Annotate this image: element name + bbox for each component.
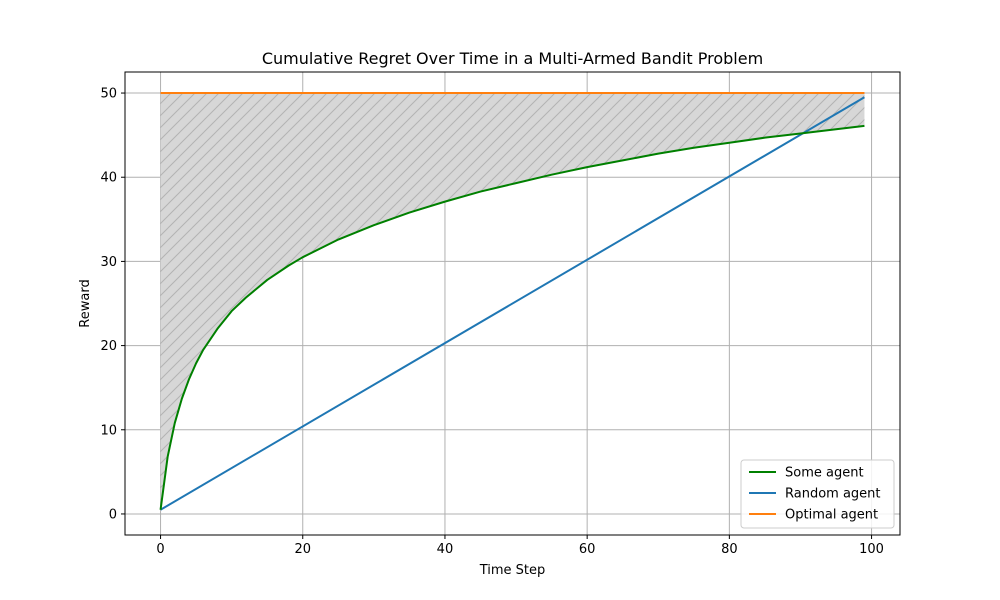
y-tick-label: 10 — [100, 423, 117, 438]
legend-label: Random agent — [785, 487, 881, 502]
plot-frame — [124, 71, 901, 536]
legend-label: Some agent — [785, 466, 864, 481]
legend-label: Optimal agent — [785, 508, 878, 523]
x-axis-label: Time Step — [479, 563, 546, 578]
y-tick-label: 30 — [100, 255, 117, 270]
x-tick-label: 0 — [156, 542, 164, 557]
x-tick-label: 40 — [437, 542, 454, 557]
y-axis-label: Reward — [78, 279, 93, 327]
x-tick-label: 80 — [721, 542, 738, 557]
y-tick-label: 50 — [100, 87, 117, 102]
regret-fill — [160, 93, 865, 510]
x-tick-label: 20 — [294, 542, 311, 557]
x-tick-label: 60 — [579, 542, 596, 557]
regret-area — [160, 93, 865, 510]
chart-title: Cumulative Regret Over Time in a Multi-A… — [262, 49, 763, 68]
legend-box — [740, 459, 895, 529]
legend: Some agent Random agent Optimal agent — [740, 459, 895, 529]
y-tick-label: 20 — [100, 339, 117, 354]
y-tick-label: 0 — [109, 507, 117, 522]
axis-ticks: 0 20 40 60 80 100 0 10 20 30 40 50 — [100, 87, 884, 557]
x-tick-label: 100 — [859, 542, 884, 557]
series-lines — [159, 92, 865, 511]
y-tick-label: 40 — [100, 171, 117, 186]
series-line-random-agent — [160, 96, 865, 511]
series-line-some-agent — [159, 124, 865, 510]
